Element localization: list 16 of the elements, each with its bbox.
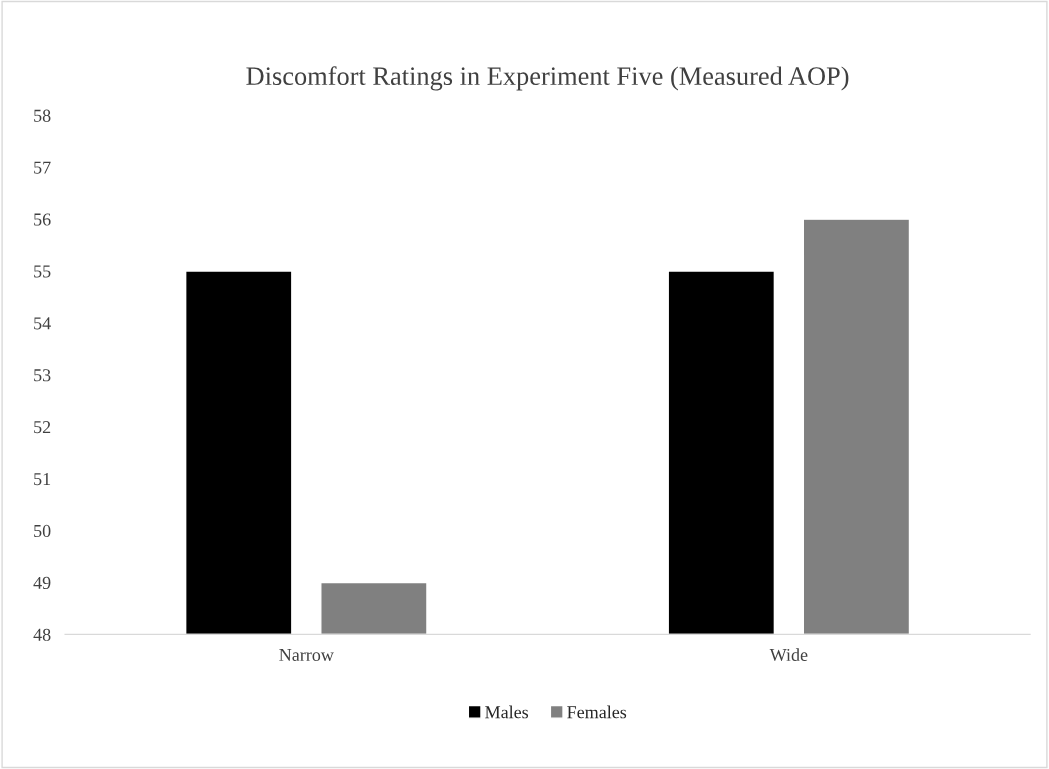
y-tick-label: 53 xyxy=(34,369,51,382)
y-tick-label: 56 xyxy=(34,213,51,226)
y-tick-label: 55 xyxy=(34,265,51,278)
legend-label: Females xyxy=(567,705,627,719)
chart-title: Discomfort Ratings in Experiment Five (Measured AOP) xyxy=(246,66,849,91)
y-tick-label: 58 xyxy=(34,109,51,122)
y-tick-label: 50 xyxy=(34,524,51,538)
y-tick-label: 54 xyxy=(34,317,51,330)
legend-label: Males xyxy=(485,705,529,719)
x-tick-label: Narrow xyxy=(279,649,334,662)
y-tick-label: 48 xyxy=(33,628,51,641)
y-tick-label: 52 xyxy=(34,421,51,434)
y-tick-label: 51 xyxy=(34,473,51,486)
y-tick-label: 57 xyxy=(34,161,51,174)
x-tick-label: Wide xyxy=(769,648,808,662)
y-tick-label: 49 xyxy=(33,576,51,589)
